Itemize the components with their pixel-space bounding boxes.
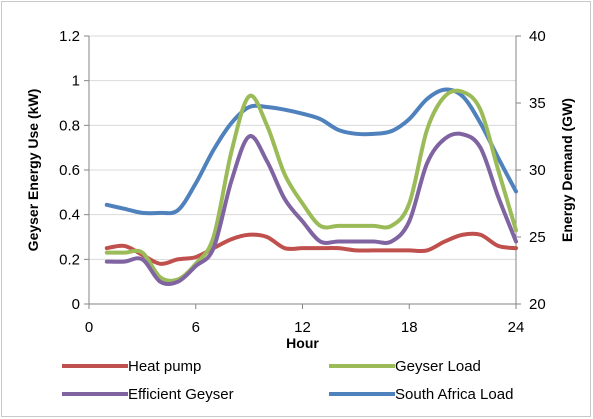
x-tick-label: 12	[294, 319, 311, 336]
series-line-south-africa-load	[104, 87, 518, 216]
x-tick-label: 6	[192, 319, 200, 336]
right-tick-label: 30	[529, 162, 546, 179]
right-axis-ticks: 20 25 30 35 40	[516, 28, 546, 313]
left-axis-title: Geyser Energy Use (kW)	[25, 89, 41, 252]
legend-label: Geyser Load	[395, 358, 481, 375]
left-tick-label: 0.8	[59, 117, 80, 134]
left-tick-label: 0.4	[59, 207, 80, 224]
x-axis-ticks: 0 6 12 18 24	[85, 304, 525, 336]
left-tick-label: 0.6	[59, 162, 80, 179]
series-lines	[104, 87, 518, 287]
gridlines	[89, 35, 516, 260]
legend-label: Heat pump	[128, 358, 201, 375]
left-tick-label: 1	[72, 73, 80, 90]
legend-label: South Africa Load	[395, 386, 513, 403]
legend-item-efficient-geyser: Efficient Geyser	[62, 386, 234, 403]
right-axis-title: Energy Demand (GW)	[559, 98, 575, 242]
left-tick-label: 1.2	[59, 28, 80, 45]
series-line-geyser-load	[104, 88, 518, 283]
x-axis-title: Hour	[286, 335, 319, 351]
series-line-efficient-geyser	[104, 131, 518, 287]
legend-item-geyser-load: Geyser Load	[329, 358, 481, 375]
x-tick-label: 18	[401, 319, 418, 336]
legend-label: Efficient Geyser	[128, 386, 234, 403]
left-axis-ticks: 0 0.2 0.4 0.6 0.8 1 1.2	[59, 28, 89, 313]
series-line-heat-pump	[104, 231, 518, 266]
right-tick-label: 35	[529, 95, 546, 112]
x-tick-label: 24	[508, 319, 525, 336]
legend-item-heat-pump: Heat pump	[62, 358, 201, 375]
legend: Heat pump Geyser Load Efficient Geyser S…	[62, 358, 513, 403]
x-tick-label: 0	[85, 319, 93, 336]
right-tick-label: 20	[529, 296, 546, 313]
right-tick-label: 40	[529, 28, 546, 45]
legend-item-south-africa-load: South Africa Load	[329, 386, 513, 403]
left-tick-label: 0	[72, 296, 80, 313]
left-tick-label: 0.2	[59, 251, 80, 268]
right-tick-label: 25	[529, 229, 546, 246]
